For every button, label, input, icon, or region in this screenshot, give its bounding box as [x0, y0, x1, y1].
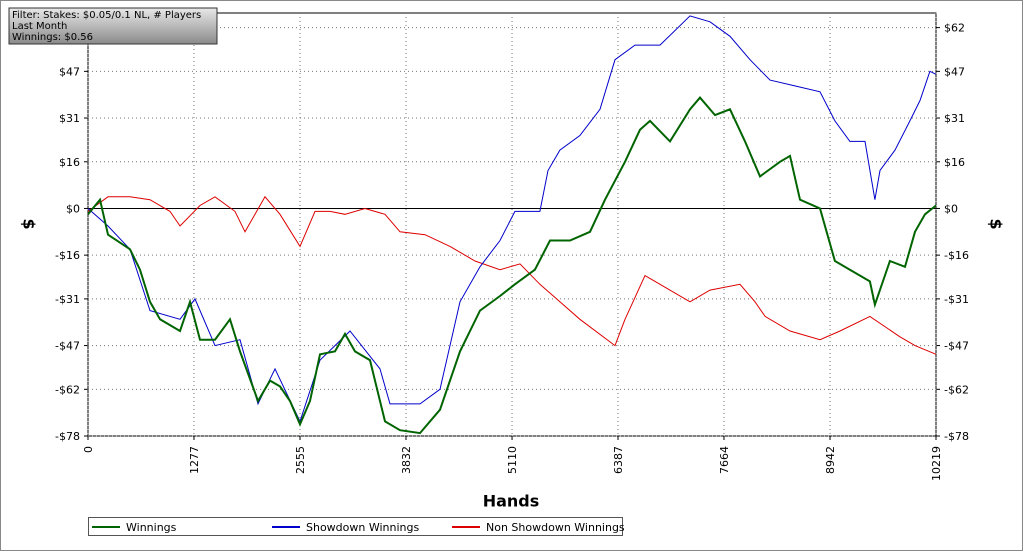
y2-tick-label: -$78: [944, 430, 969, 443]
filter-text: Filter: Stakes: $0.05/0.1 NL, # PlayersL…: [12, 10, 201, 43]
x-tick-label: 2555: [294, 446, 307, 474]
plot-background: [87, 12, 937, 437]
y2-axis-label: $: [987, 218, 1006, 229]
y2-tick-label: $47: [944, 65, 965, 78]
x-tick-label: 7664: [718, 446, 731, 474]
y2-tick-label: -$62: [944, 383, 969, 396]
legend-label: Winnings: [126, 521, 177, 534]
y-tick-label: $31: [59, 112, 80, 125]
series-line: [87, 96, 937, 435]
y-tick-label: $47: [59, 65, 80, 78]
y2-tick-label: -$47: [944, 340, 969, 353]
filter-box: [8, 7, 218, 45]
y2-tick-label: $62: [944, 22, 965, 35]
legend-label: Showdown Winnings: [306, 521, 420, 534]
filter-line: Filter: Stakes: $0.05/0.1 NL, # Players: [12, 10, 201, 21]
y2-tick-label: -$31: [944, 293, 969, 306]
filter-line: Winnings: $0.56: [12, 32, 93, 43]
legend-items: Winnings Showdown Winnings Non Showdown Wi…: [92, 521, 625, 534]
y-tick-label: -$47: [55, 340, 80, 353]
x-tick-label: 8942: [824, 446, 837, 474]
x-tick-label: 10219: [930, 446, 943, 481]
series-line: [87, 195, 937, 355]
y-tick-label: $16: [59, 156, 80, 169]
legend: [88, 517, 623, 536]
y2-tick-label: $31: [944, 112, 965, 125]
y-tick-label: -$62: [55, 383, 80, 396]
series-line: [87, 15, 937, 423]
filter-line: Last Month: [12, 21, 67, 32]
y-tick-label: $0: [66, 202, 80, 215]
plot-area: -$78 -$78 -$62 -$62 -$47 -$47 -$31 -$31 -$16 -$16…: [55, 12, 969, 481]
y-tick-label: -$78: [55, 430, 80, 443]
y-axis-label: $: [20, 218, 39, 229]
y-tick-label: -$31: [55, 293, 80, 306]
x-tick-label: 1277: [188, 446, 201, 474]
y2-tick-label: $16: [944, 156, 965, 169]
x-tick-label: 5110: [506, 446, 519, 474]
y-tick-label: -$16: [55, 249, 80, 262]
x-tick-label: 0: [82, 446, 95, 453]
x-tick-label: 6387: [612, 446, 625, 474]
legend-label: Non Showdown Winnings: [486, 521, 625, 534]
y2-tick-label: -$16: [944, 249, 969, 262]
x-tick-label: 3832: [400, 446, 413, 474]
y2-tick-label: $0: [944, 202, 958, 215]
x-axis-label: Hands: [483, 492, 540, 511]
